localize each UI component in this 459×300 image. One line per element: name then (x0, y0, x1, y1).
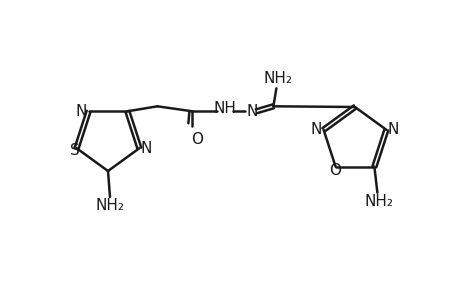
Text: NH: NH (213, 101, 236, 116)
Text: NH₂: NH₂ (95, 199, 124, 214)
Text: O: O (191, 132, 203, 147)
Text: S: S (70, 143, 79, 158)
Text: N: N (76, 104, 87, 119)
Text: O: O (329, 163, 341, 178)
Text: NH₂: NH₂ (263, 71, 292, 86)
Text: N: N (140, 141, 152, 156)
Text: N: N (246, 104, 257, 119)
Text: NH₂: NH₂ (364, 194, 393, 209)
Text: N: N (387, 122, 398, 137)
Text: N: N (310, 122, 322, 137)
